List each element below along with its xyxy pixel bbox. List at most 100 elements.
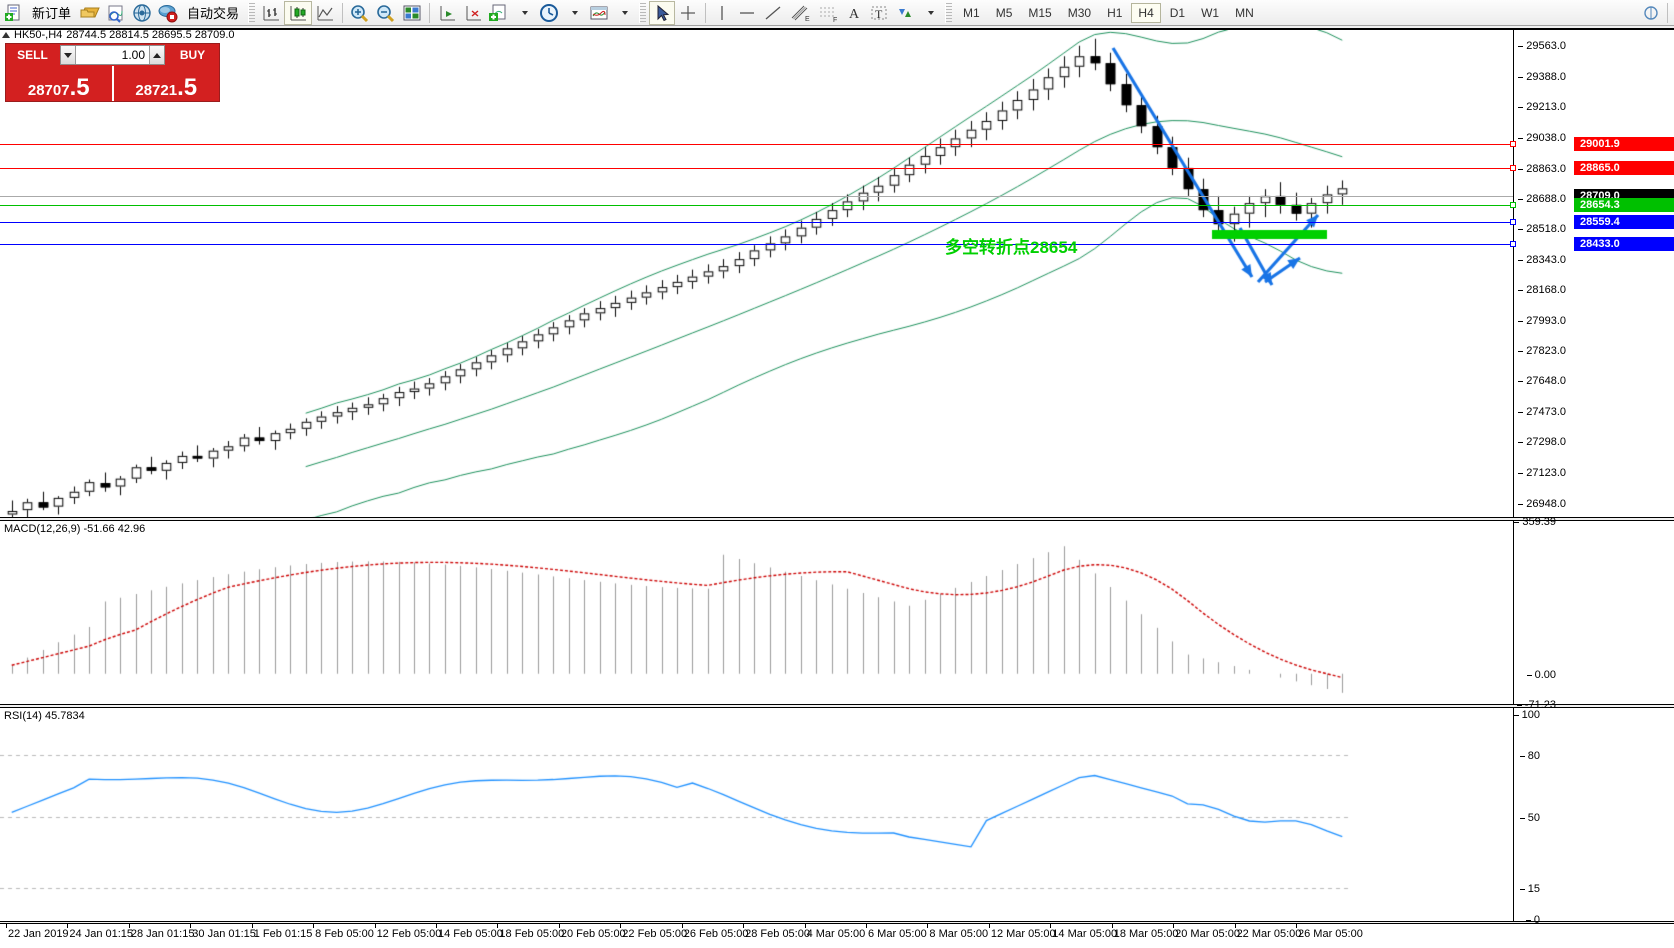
tile-windows-icon[interactable]: [399, 1, 425, 25]
buy-price-major: 28721: [135, 82, 178, 99]
timeframe-h4[interactable]: H4: [1131, 2, 1161, 23]
price-level-handle[interactable]: [1510, 141, 1516, 148]
arrows-dropdown-icon[interactable]: [918, 1, 942, 25]
folder-icon[interactable]: [77, 1, 103, 25]
text-icon[interactable]: T: [866, 1, 892, 25]
time-label: 20 Mar 05:00: [1175, 928, 1240, 940]
timeframe-m30[interactable]: M30: [1067, 5, 1092, 20]
vline-icon[interactable]: [710, 1, 734, 25]
rsi-pane[interactable]: RSI(14) 45.7834 100 80 50 15 0: [0, 707, 1674, 926]
hline-icon[interactable]: [734, 1, 760, 25]
volume-input[interactable]: 1.00: [76, 46, 149, 64]
time-tick: [129, 924, 130, 928]
price-level-handle[interactable]: [1510, 165, 1516, 172]
time-tick: [1235, 924, 1236, 928]
indicator-cross-icon[interactable]: [460, 1, 486, 25]
zoom-out-icon[interactable]: [373, 1, 399, 25]
text-label-icon[interactable]: A: [842, 1, 866, 25]
toolbar-grip-2[interactable]: [639, 2, 647, 23]
rsi-tick: 15: [1519, 883, 1540, 895]
time-label: 8 Feb 05:00: [315, 928, 374, 940]
globe-icon[interactable]: [129, 1, 155, 25]
price-plot-area[interactable]: [0, 30, 1513, 517]
extra-tool-icon[interactable]: [1639, 1, 1663, 25]
buy-price[interactable]: 28721.5: [114, 66, 220, 101]
macd-pane[interactable]: MACD(12,26,9) -51.66 42.96 359.39 0.00 -71…: [0, 516, 1674, 711]
trendline-icon[interactable]: [760, 1, 786, 25]
price-tick: 29038.0: [1518, 132, 1566, 144]
time-tick: [989, 924, 990, 928]
fibonacci-icon[interactable]: F: [814, 1, 842, 25]
price-level-resistance[interactable]: [0, 141, 1516, 148]
line-chart-icon[interactable]: [312, 1, 338, 25]
time-tick: [1112, 924, 1113, 928]
timeframe-bar: M1 M5 M15 M30 H1 H4 D1 W1 MN: [955, 2, 1262, 23]
toolbar-grip[interactable]: [248, 2, 256, 23]
time-tick: [313, 924, 314, 928]
time-label: 12 Feb 05:00: [376, 928, 442, 940]
autotrading-label[interactable]: 自动交易: [181, 1, 245, 25]
timeframe-d1[interactable]: D1: [1169, 5, 1186, 20]
expert-advisor-icon[interactable]: [155, 1, 181, 25]
price-level-support[interactable]: [0, 240, 1516, 247]
new-chart-icon[interactable]: [486, 1, 512, 25]
chart-ohlc-text: 28744.5 28814.5 28695.5 28709.0: [66, 29, 235, 41]
timeframe-m15[interactable]: M15: [1028, 5, 1052, 20]
new-order-text: 新订单: [32, 6, 72, 21]
rsi-tick: 50: [1519, 812, 1540, 824]
price-badge-resistance: 28865.0: [1574, 161, 1674, 176]
price-chart-pane[interactable]: 29563.0 29388.0 29213.0 29038.0 28863.0 28688…: [0, 28, 1674, 539]
price-tick: 27123.0: [1518, 467, 1566, 479]
time-tick: [559, 924, 560, 928]
arrows-icon[interactable]: [892, 1, 918, 25]
time-label: 12 Mar 05:00: [990, 928, 1056, 940]
print-preview-icon[interactable]: [103, 1, 129, 25]
timeframe-h1[interactable]: H1: [1107, 5, 1123, 20]
sell-button[interactable]: SELL: [6, 44, 59, 66]
equidistant-channel-icon[interactable]: E: [786, 1, 814, 25]
period-dropdown-icon[interactable]: [562, 1, 586, 25]
zoom-in-icon[interactable]: [347, 1, 373, 25]
crosshair-icon[interactable]: [675, 1, 701, 25]
collapse-triangle-icon[interactable]: [2, 32, 10, 38]
new-order-icon[interactable]: [2, 1, 26, 25]
rsi-tick: 0: [1525, 914, 1540, 926]
buy-button[interactable]: BUY: [166, 44, 219, 66]
chart-symbol-text: HK50-,H4: [14, 29, 63, 41]
candlestick-icon[interactable]: [284, 0, 313, 25]
sell-price[interactable]: 28707.5: [6, 66, 114, 101]
cursor-icon[interactable]: [649, 0, 676, 25]
toolbar-grip-3[interactable]: [945, 2, 953, 23]
price-level-resistance[interactable]: [0, 165, 1516, 172]
template-dropdown-icon[interactable]: [612, 1, 636, 25]
new-order-label[interactable]: 新订单: [26, 1, 77, 25]
timeframe-m5[interactable]: M5: [995, 5, 1013, 20]
one-click-trading-panel[interactable]: SELL 1.00 BUY 28707.5 28721.5: [5, 43, 220, 102]
bar-chart-icon[interactable]: [258, 1, 284, 25]
volume-dropdown-icon[interactable]: [61, 46, 76, 64]
macd-plot-area[interactable]: [0, 521, 1513, 704]
timeframe-mn[interactable]: MN: [1235, 5, 1254, 20]
rsi-plot-area[interactable]: [0, 708, 1513, 921]
period-icon[interactable]: [536, 1, 562, 25]
price-level-handle[interactable]: [1510, 240, 1516, 247]
toolbar-divider-4: [1667, 2, 1668, 23]
volume-stepper[interactable]: 1.00: [60, 45, 165, 65]
price-level-bid-line[interactable]: [0, 195, 1513, 197]
indicator-axis-icon[interactable]: [434, 1, 460, 25]
timeframe-m1[interactable]: M1: [963, 5, 980, 20]
time-tick: [6, 924, 7, 928]
macd-tick: 0.00: [1526, 669, 1556, 681]
price-level-handle[interactable]: [1510, 218, 1516, 225]
price-level-support[interactable]: [0, 218, 1516, 225]
volume-increase-icon[interactable]: [149, 46, 164, 64]
template-icon[interactable]: [586, 1, 612, 25]
main-toolbar: 新订单 自动交易: [0, 0, 1674, 26]
timeframe-w1[interactable]: W1: [1201, 5, 1220, 20]
new-chart-dropdown-icon[interactable]: [512, 1, 536, 25]
price-candles-canvas: [0, 30, 1513, 517]
price-level-handle[interactable]: [1510, 202, 1516, 209]
time-tick: [375, 924, 376, 928]
price-level-pivot[interactable]: [0, 202, 1516, 209]
time-label: 6 Mar 05:00: [868, 928, 927, 940]
